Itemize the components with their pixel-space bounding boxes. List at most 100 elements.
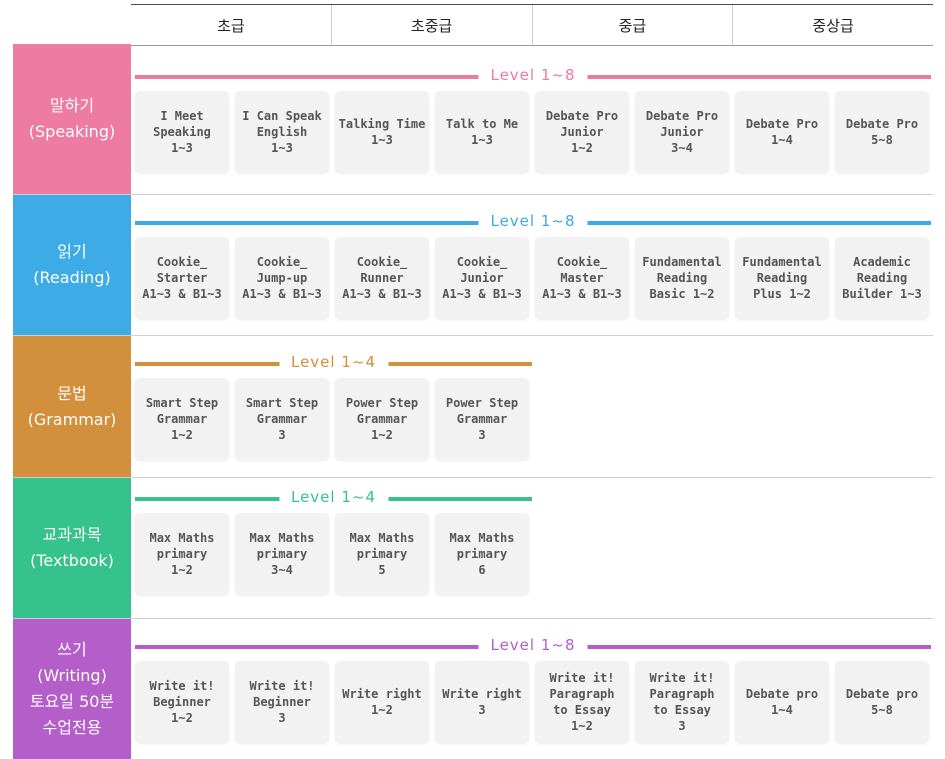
course-card[interactable]: Write it! Paragraph to Essay 1~2	[535, 661, 629, 743]
course-card-line: Cookie_	[156, 255, 208, 269]
course-list: Cookie_ Starter A1~3 & B1~3 Cookie_ Jump-up A…	[135, 237, 929, 319]
course-card-line: 1~2	[171, 563, 193, 577]
course-list: Write it! Beginner 1~2 Write it! Beginner 3 Wr…	[135, 661, 929, 743]
course-card[interactable]: Smart Step Grammar 3	[235, 378, 329, 460]
course-card[interactable]: Power Step Grammar 1~2	[335, 378, 429, 460]
course-card-line: Max Maths	[449, 531, 515, 545]
course-card-line: Paragraph	[649, 687, 715, 701]
course-card-line: Max Maths	[249, 531, 315, 545]
course-list: I Meet Speaking 1~3 I Can Speak English 1~3 Ta…	[135, 91, 929, 173]
course-card-line: 3	[278, 428, 286, 442]
course-card[interactable]: Fundamental Reading Plus 1~2	[735, 237, 829, 319]
course-card-line: I Meet	[160, 109, 204, 123]
course-card-line: Debate Pro	[645, 109, 719, 123]
course-card[interactable]: Write right 1~2	[335, 661, 429, 743]
course-card-line: English	[256, 125, 308, 139]
course-card[interactable]: Academic Reading Builder 1~3	[835, 237, 929, 319]
course-card[interactable]: Cookie_ Junior A1~3 & B1~3	[435, 237, 529, 319]
row-divider	[13, 335, 933, 336]
subject-label-line: 수업전용	[42, 718, 102, 737]
course-card[interactable]: Debate Pro Junior 3~4	[635, 91, 729, 173]
course-card[interactable]: I Can Speak English 1~3	[235, 91, 329, 173]
course-card-line: 3	[478, 428, 486, 442]
level-label: Level 1~8	[478, 636, 588, 654]
subject-label-line: 교과과목	[42, 525, 102, 544]
course-card[interactable]: Max Maths primary 6	[435, 513, 529, 595]
course-card-line: Junior	[660, 125, 704, 139]
subject-label-line: 말하기	[49, 96, 95, 115]
course-card-line: Reading	[656, 271, 708, 285]
course-card[interactable]: Max Maths primary 3~4	[235, 513, 329, 595]
course-card-line: 1~2	[571, 719, 593, 733]
course-card-line: Power Step	[445, 396, 519, 410]
course-card[interactable]: Write it! Beginner 3	[235, 661, 329, 743]
course-card[interactable]: Debate pro 1~4	[735, 661, 829, 743]
course-card[interactable]: Debate pro 5~8	[835, 661, 929, 743]
subject-label-line: 문법	[57, 383, 87, 403]
row-divider	[13, 477, 933, 478]
course-card-line: Reading	[756, 271, 808, 285]
course-card-line: primary	[356, 547, 408, 561]
course-card-line: Write right	[342, 687, 422, 701]
course-card-line: 1~4	[771, 133, 793, 147]
column-header: 중상급	[732, 5, 933, 45]
course-card[interactable]: Write it! Paragraph to Essay 3	[635, 661, 729, 743]
course-card-line: 5	[378, 563, 386, 577]
course-card[interactable]: Max Maths primary 5	[335, 513, 429, 595]
course-card-line: 3	[678, 719, 686, 733]
course-card[interactable]: Fundamental Reading Basic 1~2	[635, 237, 729, 319]
course-card-line: Builder 1~3	[842, 287, 922, 301]
course-card-line: 6	[478, 563, 486, 577]
course-card-line: Debate Pro	[745, 117, 819, 131]
subject-label-line: (Grammar)	[27, 409, 117, 429]
course-card-line: Grammar	[256, 412, 308, 426]
course-card-line: Talk to Me	[445, 117, 519, 131]
level-range-bar: Level 1~8	[135, 636, 931, 654]
course-card-line: A1~3 & B1~3	[342, 287, 422, 301]
course-card-line: 1~3	[371, 133, 393, 147]
course-card-line: Plus 1~2	[753, 287, 811, 301]
course-card-line: Power Step	[345, 396, 419, 410]
course-card[interactable]: Talking Time 1~3	[335, 91, 429, 173]
course-card[interactable]: Smart Step Grammar 1~2	[135, 378, 229, 460]
course-card[interactable]: Max Maths primary 1~2	[135, 513, 229, 595]
course-card[interactable]: Debate Pro 5~8	[835, 91, 929, 173]
course-card[interactable]: Debate Pro 1~4	[735, 91, 829, 173]
course-card[interactable]: Talk to Me 1~3	[435, 91, 529, 173]
level-header: 초급 초중급 중급 중상급	[131, 4, 933, 46]
course-card-line: Fundamental	[642, 255, 722, 269]
course-card[interactable]: Write right 3	[435, 661, 529, 743]
course-card-line: 1~2	[371, 703, 393, 717]
course-card[interactable]: Cookie_ Starter A1~3 & B1~3	[135, 237, 229, 319]
course-card-line: primary	[256, 547, 308, 561]
subject-label-line: 토요일 50분	[29, 692, 115, 711]
course-card-line: Talking Time	[338, 117, 426, 131]
course-card-line: to Essay	[553, 703, 611, 717]
row-divider	[13, 194, 933, 195]
course-card-line: A1~3 & B1~3	[142, 287, 222, 301]
course-card[interactable]: Write it! Beginner 1~2	[135, 661, 229, 743]
course-card-line: 1~2	[171, 428, 193, 442]
course-card-line: Academic	[853, 255, 911, 269]
course-card-line: 5~8	[871, 703, 893, 717]
level-label: Level 1~4	[278, 353, 389, 371]
course-card-line: Smart Step	[145, 396, 219, 410]
course-card-line: Basic 1~2	[649, 287, 715, 301]
level-label: Level 1~8	[478, 212, 588, 230]
course-card-line: Paragraph	[549, 687, 615, 701]
course-card-line: A1~3 & B1~3	[442, 287, 522, 301]
subject-row-reading: 읽기 (Reading) Level 1~8 Cookie_ Starter A1~3 &…	[13, 195, 933, 335]
row-divider	[13, 618, 933, 619]
course-card[interactable]: Power Step Grammar 3	[435, 378, 529, 460]
subject-label-line: (Textbook)	[30, 551, 114, 570]
course-card-line: Debate Pro	[845, 117, 919, 131]
course-card-line: 5~8	[871, 133, 893, 147]
course-card[interactable]: Cookie_ Runner A1~3 & B1~3	[335, 237, 429, 319]
course-list: Smart Step Grammar 1~2 Smart Step Grammar 3 Po…	[135, 378, 529, 460]
course-card[interactable]: Cookie_ Master A1~3 & B1~3	[535, 237, 629, 319]
course-card[interactable]: Debate Pro Junior 1~2	[535, 91, 629, 173]
course-card-line: Write it!	[549, 671, 615, 685]
course-card[interactable]: I Meet Speaking 1~3	[135, 91, 229, 173]
course-card[interactable]: Cookie_ Jump-up A1~3 & B1~3	[235, 237, 329, 319]
level-range-bar: Level 1~4	[135, 353, 532, 371]
